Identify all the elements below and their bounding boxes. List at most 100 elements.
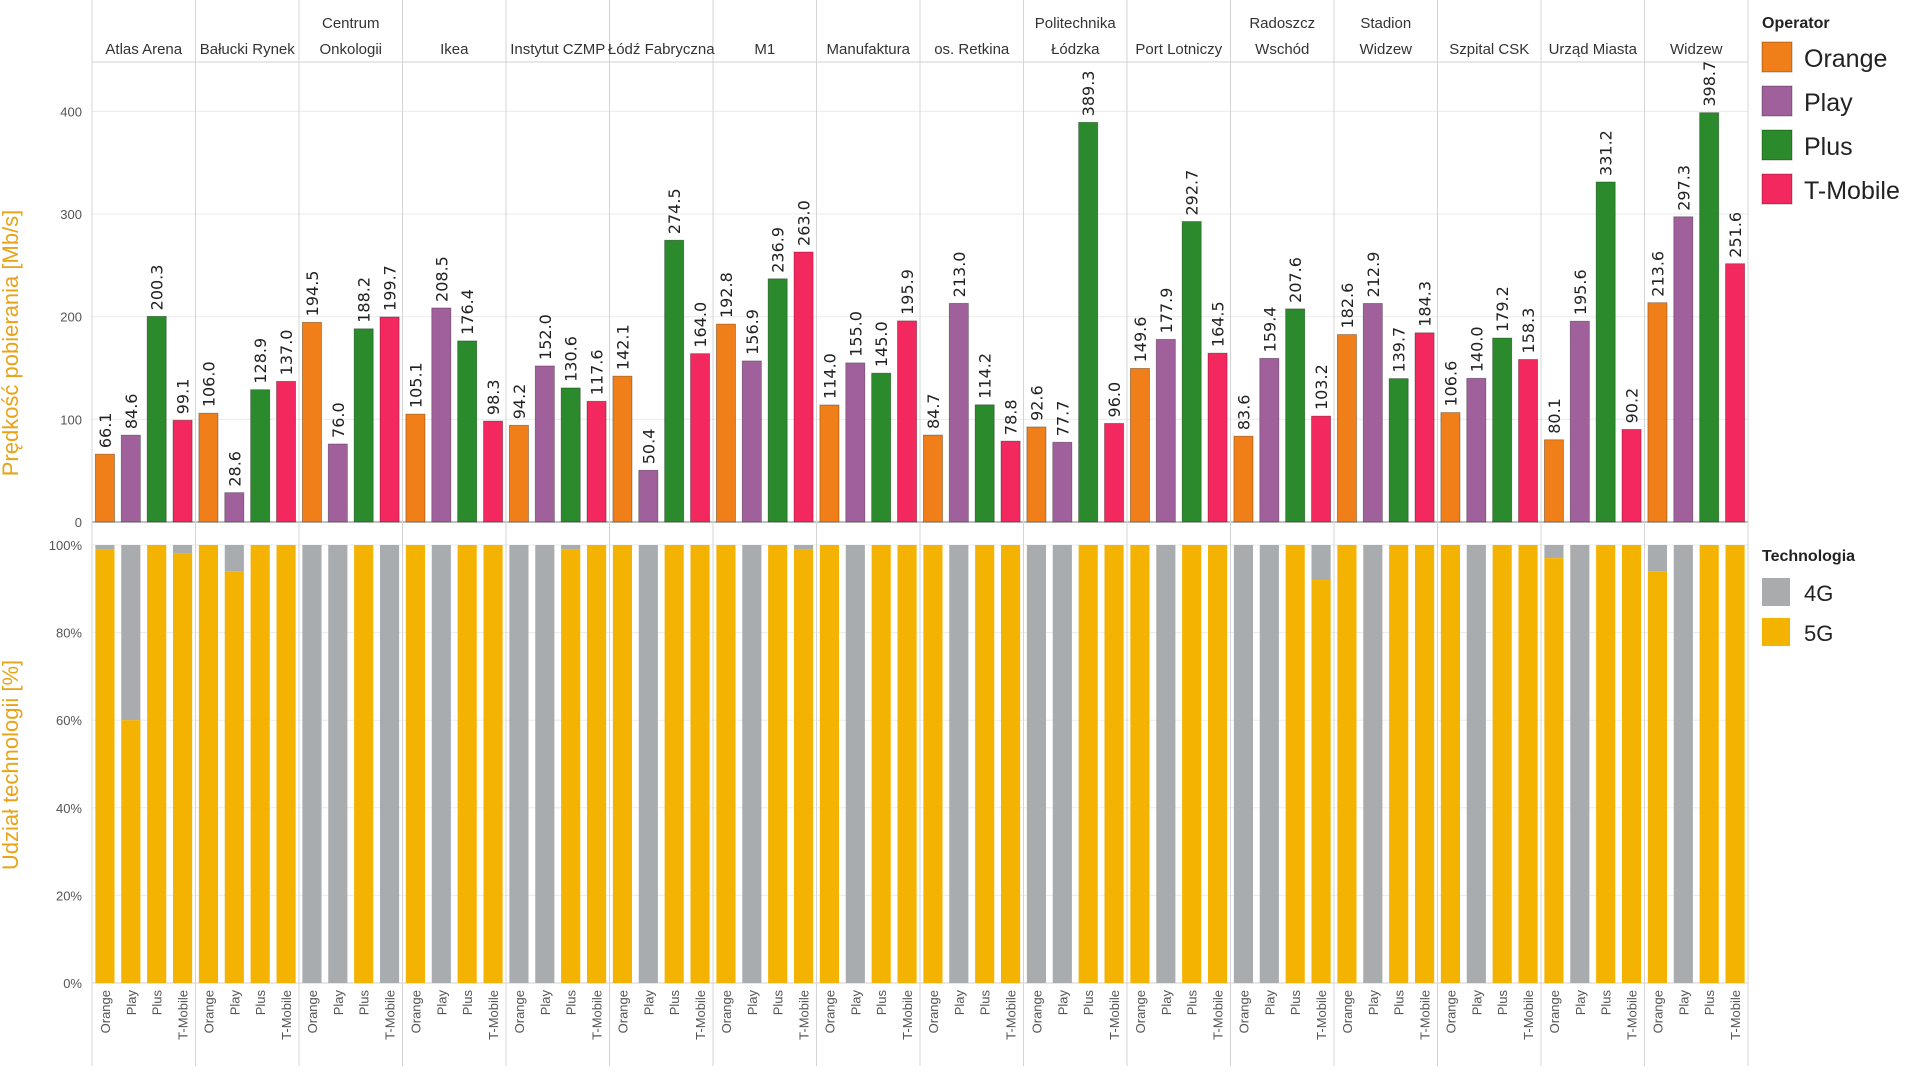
speed-bar — [1026, 426, 1047, 523]
operator-axis-label: Play — [1676, 990, 1691, 1016]
legend-swatch-operator — [1761, 129, 1793, 161]
legend-swatch-operator — [1761, 41, 1793, 73]
operator-axis-label: Orange — [1236, 990, 1251, 1033]
speed-value-label: 114.2 — [976, 353, 995, 399]
share-4g-bar — [379, 545, 400, 983]
speed-bar — [198, 412, 219, 523]
speed-bar — [250, 389, 271, 523]
speed-value-label: 78.8 — [1002, 399, 1021, 435]
operator-axis-label: Orange — [822, 990, 837, 1033]
speed-bar — [560, 387, 581, 523]
speed-value-label: 114.0 — [820, 353, 839, 399]
operator-axis-label: Play — [1573, 990, 1588, 1016]
speed-bar — [1311, 415, 1332, 523]
y-tick-bottom: 0% — [63, 976, 82, 991]
location-header: os. Retkina — [934, 41, 1010, 58]
speed-bar — [534, 365, 555, 523]
operator-axis-label: Play — [124, 990, 139, 1016]
y-axis-title-bottom: Udział technologii [%] — [0, 660, 23, 870]
share-5g-bar — [1311, 580, 1331, 983]
share-5g-bar — [1078, 545, 1098, 983]
share-5g-bar — [664, 545, 684, 983]
operator-axis-label: Orange — [1029, 990, 1044, 1033]
location-header: Radoszcz — [1249, 15, 1315, 32]
location-header: Ikea — [440, 41, 469, 58]
share-4g-bar — [1647, 545, 1668, 572]
speed-bar — [1725, 263, 1746, 523]
operator-axis-label: Play — [434, 990, 449, 1016]
share-4g-bar — [1259, 545, 1279, 983]
speed-bar — [948, 302, 969, 523]
operator-axis-label: Orange — [719, 990, 734, 1033]
speed-bar — [301, 321, 322, 523]
share-5g-bar — [121, 720, 141, 983]
operator-axis-label: Play — [1055, 990, 1070, 1016]
share-5g-bar — [716, 545, 736, 983]
operator-axis-label: Orange — [1443, 990, 1458, 1033]
speed-value-label: 105.1 — [406, 362, 425, 408]
operator-axis-label: Orange — [926, 990, 941, 1033]
speed-value-label: 176.4 — [458, 289, 477, 335]
operator-axis-label: Orange — [615, 990, 630, 1033]
share-4g-bar — [1363, 545, 1383, 983]
speed-value-label: 106.6 — [1441, 361, 1460, 407]
operator-axis-label: T-Mobile — [797, 990, 812, 1040]
speed-bar — [1569, 320, 1590, 523]
share-4g-bar — [328, 545, 348, 983]
y-tick-bottom: 60% — [56, 713, 82, 728]
operator-axis-label: T-Mobile — [1314, 990, 1329, 1040]
speed-value-label: 207.6 — [1286, 257, 1305, 303]
operator-axis-label: Plus — [874, 990, 889, 1016]
speed-value-label: 50.4 — [639, 429, 658, 465]
legend-technology-title: Technologia — [1762, 548, 1855, 565]
operator-axis-label: T-Mobile — [1728, 990, 1743, 1040]
share-4g-bar — [845, 545, 865, 983]
operator-axis-label: T-Mobile — [1107, 990, 1122, 1040]
location-header: Widzew — [1359, 41, 1412, 58]
y-tick-bottom: 20% — [56, 888, 82, 903]
legend-swatch-operator — [1761, 173, 1793, 205]
share-5g-bar — [224, 571, 244, 983]
speed-value-label: 128.9 — [251, 338, 270, 384]
share-5g-bar — [276, 545, 296, 983]
share-5g-bar — [1647, 571, 1668, 983]
location-header: M1 — [754, 41, 775, 58]
speed-value-label: 76.0 — [329, 402, 348, 438]
speed-value-label: 274.5 — [665, 188, 684, 234]
operator-axis-label: Plus — [1288, 990, 1303, 1016]
speed-bar — [327, 443, 348, 523]
speed-bar — [690, 353, 711, 523]
operator-axis-label: Orange — [1547, 990, 1562, 1033]
operator-axis-label: Play — [952, 990, 967, 1016]
operator-axis-label: Plus — [1702, 990, 1717, 1016]
speed-value-label: 199.7 — [381, 265, 400, 311]
share-5g-bar — [1000, 545, 1021, 983]
operator-axis-label: T-Mobile — [693, 990, 708, 1040]
share-4g-bar — [638, 545, 658, 983]
operator-axis-label: Play — [331, 990, 346, 1016]
speed-value-label: 159.4 — [1260, 307, 1279, 353]
share-4g-bar — [121, 545, 141, 721]
share-5g-bar — [612, 545, 633, 983]
operator-axis-label: Orange — [1650, 990, 1665, 1033]
operator-axis-label: Play — [1469, 990, 1484, 1016]
operator-axis-label: Plus — [667, 990, 682, 1016]
speed-bar — [1078, 121, 1099, 523]
location-header: Widzew — [1670, 41, 1723, 58]
share-4g-bar — [1156, 545, 1176, 983]
y-tick-top: 0 — [75, 515, 82, 530]
share-4g-bar — [1466, 545, 1486, 983]
speed-value-label: 156.9 — [743, 309, 762, 355]
speed-value-label: 84.7 — [924, 393, 943, 429]
operator-axis-label: T-Mobile — [1625, 990, 1640, 1040]
share-5g-bar — [1492, 545, 1512, 983]
legend-label-operator: Orange — [1804, 45, 1887, 73]
labels-layer: 0 100 200 300 400 0% 20% 40% 60% 80% 100% Atlas Are… — [49, 15, 1745, 1040]
speed-bar — [586, 400, 607, 523]
speed-value-label: 184.3 — [1416, 281, 1435, 327]
speed-bar — [1285, 308, 1306, 523]
speed-bar — [405, 413, 426, 523]
operator-axis-label: Play — [538, 990, 553, 1016]
speed-value-label: 92.6 — [1027, 385, 1046, 421]
